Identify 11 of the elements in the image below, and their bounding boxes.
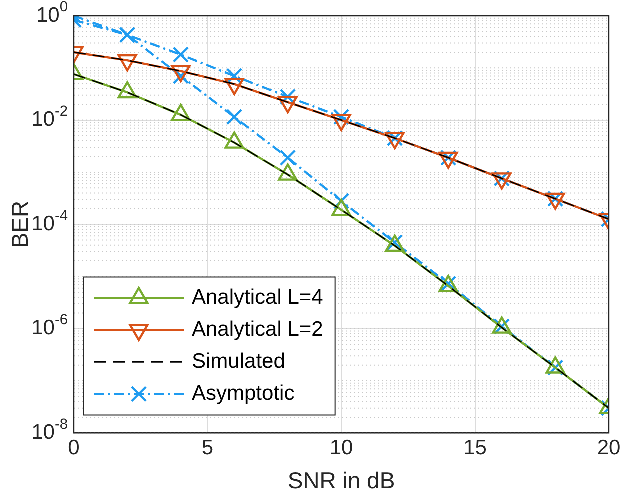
legend-label: Analytical L=4 [192, 286, 324, 309]
legend-label: Asymptotic [192, 382, 295, 405]
x-tick-label: 10 [330, 436, 354, 460]
x-axis-title: SNR in dB [288, 468, 396, 494]
x-tick-label: 0 [68, 436, 80, 460]
x-tick-label: 15 [464, 436, 487, 460]
y-axis-title: BER [7, 200, 34, 248]
x-tick-label: 5 [202, 436, 214, 460]
legend-label: Simulated [192, 350, 286, 373]
x-tick-label: 20 [597, 436, 621, 460]
legend-label: Analytical L=2 [192, 318, 324, 341]
